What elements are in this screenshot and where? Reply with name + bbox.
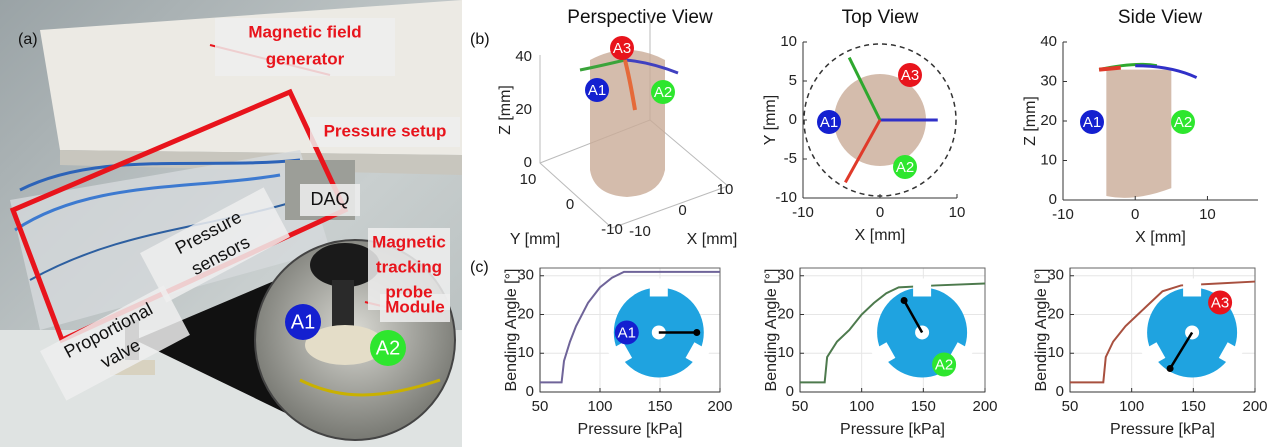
x-tick-label: 10	[717, 181, 734, 198]
y-tick-label: 0	[786, 383, 794, 400]
z-tick-label: 0	[524, 154, 532, 171]
chart-title: Side View	[1118, 7, 1202, 28]
inset-arrowhead	[693, 329, 700, 336]
x-tick-label: -10	[792, 204, 814, 221]
x-tick-label: 0	[678, 202, 686, 219]
photo-annotation: Magnetic	[372, 232, 446, 251]
marker-label: A2	[896, 159, 914, 176]
x-tick-label: 100	[587, 398, 612, 415]
x-tick-label: 200	[972, 398, 997, 415]
marker-label: A1	[291, 311, 315, 333]
y-tick-label: -10	[601, 221, 623, 238]
x-tick-label: 50	[792, 398, 809, 415]
photo-annotation: tracking	[376, 257, 442, 276]
x-tick-label: 150	[911, 398, 936, 415]
x-tick-label: 0	[1131, 206, 1139, 223]
x-tick-label: 200	[707, 398, 732, 415]
inset-notch	[1183, 278, 1201, 296]
marker-label: A3	[613, 40, 631, 57]
photo-annotation: Pressure setup	[324, 121, 447, 140]
y-tick-label: -10	[775, 189, 797, 206]
marker-label: A2	[1174, 114, 1192, 131]
y-tick-label: 40	[1040, 33, 1057, 50]
figure: (a) (b) (c) Magnetic field generator Pressure…	[0, 0, 1285, 447]
y-tick-label: 0	[1049, 191, 1057, 208]
x-tick-label: 200	[1242, 398, 1267, 415]
photo-annotation: generator	[266, 49, 345, 68]
y-tick-label: 20	[1040, 112, 1057, 129]
panel-label: (c)	[470, 259, 489, 276]
y-axis-label: Bending Angle [°]	[503, 269, 520, 392]
y-tick-label: 5	[789, 72, 797, 89]
inset-notch	[913, 278, 931, 296]
marker-label: A1	[588, 82, 606, 99]
x-axis-label: Pressure [kPa]	[840, 421, 945, 438]
y-tick-label: 0	[1056, 383, 1064, 400]
x-axis-label: X [mm]	[855, 227, 906, 244]
x-tick-label: 150	[647, 398, 672, 415]
x-tick-label: 10	[949, 204, 966, 221]
y-tick-label: 0	[526, 383, 534, 400]
x-tick-label: -10	[629, 223, 651, 240]
marker-label: A3	[1211, 294, 1229, 311]
panel-label: (b)	[470, 31, 490, 48]
x-axis-label: Pressure [kPa]	[1110, 421, 1215, 438]
probe-rod	[332, 280, 354, 330]
photo-annotation: DAQ	[310, 189, 349, 209]
y-tick-label: 0	[566, 196, 574, 213]
x-tick-label: -10	[1052, 206, 1074, 223]
y-tick-label: 10	[520, 171, 537, 188]
x-tick-label: 100	[849, 398, 874, 415]
x-tick-label: 10	[1199, 206, 1216, 223]
y-tick-label: 0	[789, 111, 797, 128]
y-tick-label: 30	[1040, 72, 1057, 89]
marker-label: A3	[901, 67, 919, 84]
inset-arrowhead	[1167, 365, 1174, 372]
inset-notch	[650, 278, 668, 296]
inset-arrowhead	[901, 297, 908, 304]
marker-label: A2	[376, 337, 400, 359]
photo-annotation: Module	[385, 297, 445, 316]
marker-label: A1	[618, 324, 636, 341]
chart-title: Top View	[842, 7, 919, 28]
y-axis-label: Y [mm]	[762, 95, 779, 145]
module-body	[1106, 70, 1171, 198]
x-axis-label: X [mm]	[687, 231, 738, 248]
x-tick-label: 0	[876, 204, 884, 221]
y-tick-label: 10	[780, 33, 797, 50]
y-axis-label: Bending Angle [°]	[763, 269, 780, 392]
marker-label: A1	[820, 114, 838, 131]
z-axis-label: Z [mm]	[497, 85, 514, 135]
y-axis-label: Z [mm]	[1022, 96, 1039, 146]
z-tick-label: 20	[515, 101, 532, 118]
y-tick-label: 10	[1040, 151, 1057, 168]
z-tick-label: 40	[515, 48, 532, 65]
chart-title: Perspective View	[567, 7, 713, 28]
inset-module	[1141, 278, 1244, 377]
photo-annotation: Magnetic field	[248, 22, 361, 41]
y-tick-label: -5	[784, 150, 797, 167]
x-tick-label: 50	[1062, 398, 1079, 415]
marker-label: A2	[654, 84, 672, 101]
marker-label: A1	[1083, 114, 1101, 131]
marker-label: A2	[935, 356, 953, 373]
x-axis-label: Pressure [kPa]	[578, 421, 683, 438]
x-tick-label: 50	[532, 398, 549, 415]
x-axis-label: X [mm]	[1135, 229, 1186, 246]
x-tick-label: 150	[1181, 398, 1206, 415]
y-axis-label: Y [mm]	[510, 231, 560, 248]
x-tick-label: 100	[1119, 398, 1144, 415]
panel-label: (a)	[18, 31, 38, 48]
y-axis-label: Bending Angle [°]	[1033, 269, 1050, 392]
trajectory	[1099, 68, 1121, 70]
